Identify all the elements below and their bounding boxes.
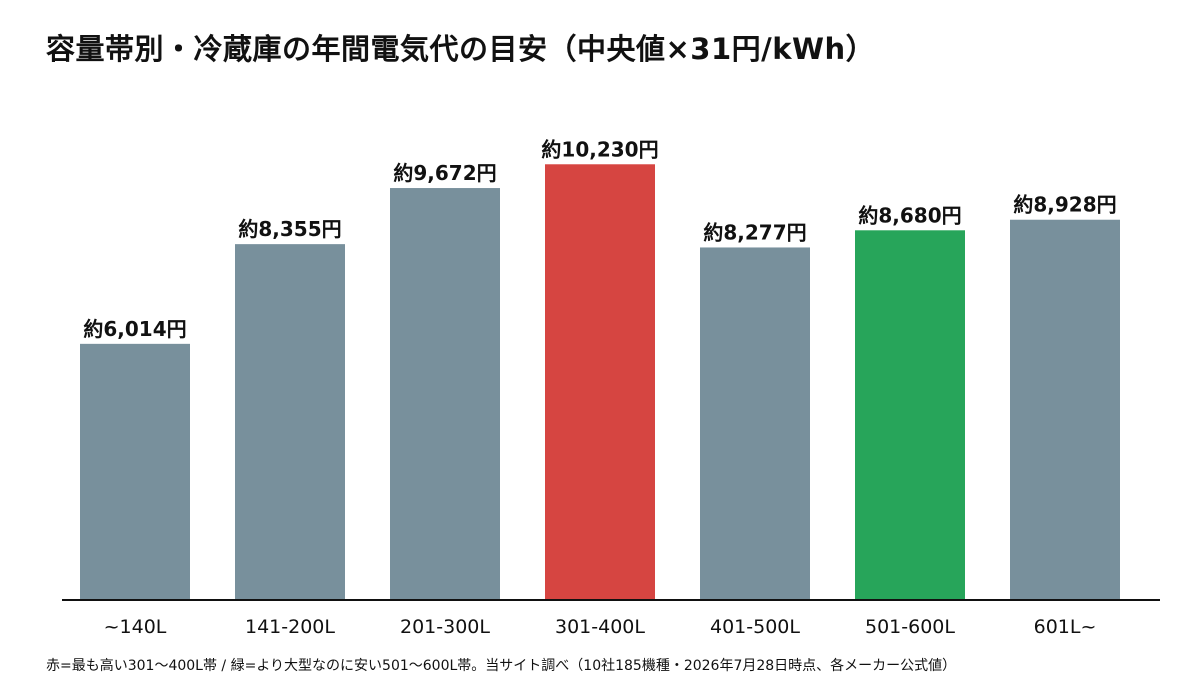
- x-tick-label: 201-300L: [400, 616, 490, 638]
- bar-~140L: [80, 343, 190, 600]
- bar-141-200L: [235, 244, 345, 600]
- data-label: 約9,672円: [393, 161, 496, 185]
- bar-601L~: [1010, 219, 1120, 600]
- data-label: 約8,928円: [1013, 193, 1116, 217]
- data-label: 約8,277円: [703, 220, 806, 244]
- chart-title: 容量帯別・冷蔵庫の年間電気代の目安（中央値×31円/kWh）: [46, 32, 876, 66]
- data-label: 約8,355円: [238, 217, 341, 241]
- data-label: 約8,680円: [858, 203, 961, 227]
- data-label: 約6,014円: [83, 317, 186, 341]
- bar-201-300L: [390, 188, 500, 601]
- data-label: 約10,230円: [541, 137, 658, 161]
- bar-501-600L: [855, 230, 965, 600]
- x-tick-label: 601L~: [1034, 616, 1097, 638]
- x-tick-label: ~140L: [104, 616, 167, 638]
- x-tick-label: 501-600L: [865, 616, 955, 638]
- x-tick-label: 301-400L: [555, 616, 645, 638]
- x-tick-labels-layer: ~140L 141-200L 201-300L 301-400L 401-500L 501…: [104, 616, 1097, 638]
- x-tick-label: 141-200L: [245, 616, 335, 638]
- x-tick-label: 401-500L: [710, 616, 800, 638]
- bars-layer: [80, 164, 1120, 601]
- footnote: 赤=最も高い301〜400L帯 / 緑=より大型なのに安い501〜600L帯。当…: [46, 658, 957, 674]
- bar-401-500L: [700, 247, 810, 600]
- bar-301-400L: [545, 164, 655, 600]
